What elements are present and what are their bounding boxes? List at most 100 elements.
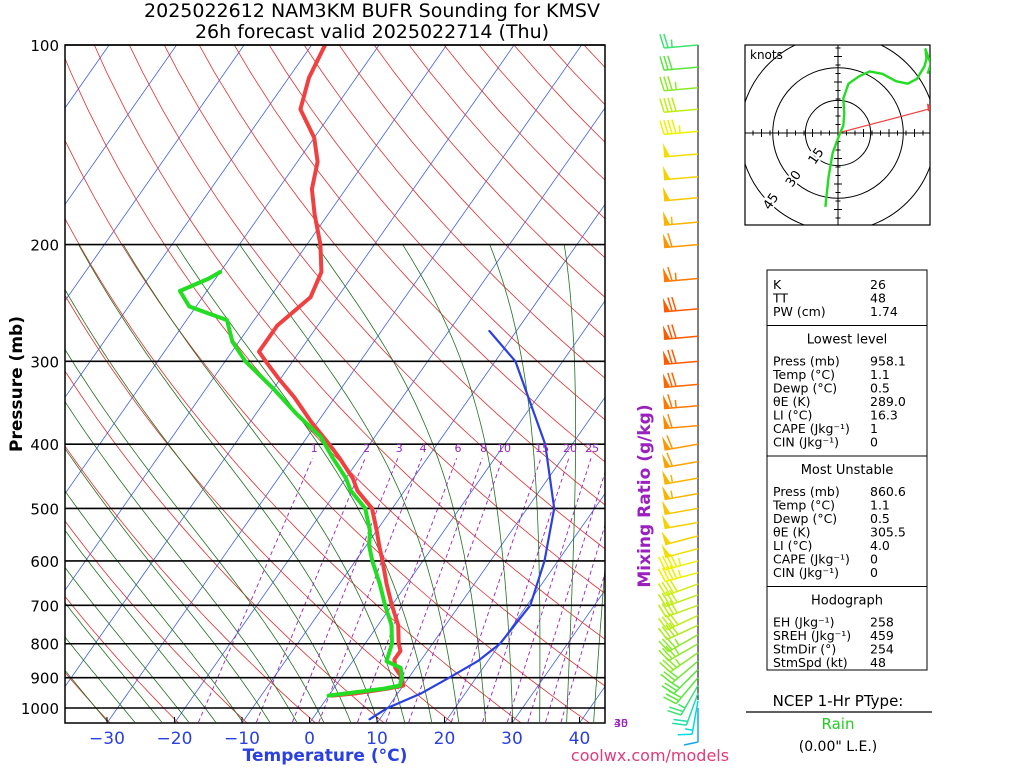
pressure-tick-label: 400 xyxy=(30,436,59,454)
moist-adiabat xyxy=(65,490,244,723)
lowest-level-row-value: 289.0 xyxy=(870,394,906,409)
moist-adiabat xyxy=(402,244,514,723)
wind-barb xyxy=(662,500,699,516)
moist-adiabat xyxy=(122,244,406,723)
most-unstable-row-value: 0 xyxy=(870,552,878,567)
pressure-tick-label: 900 xyxy=(30,670,59,688)
isotherm xyxy=(65,45,178,206)
temperature-tick-label: 0 xyxy=(304,729,315,749)
wind-barb xyxy=(662,394,699,410)
dry-adiabat xyxy=(65,370,385,723)
precipitable-water-value: 1.74 xyxy=(870,304,898,319)
hodograph-units-label: knots xyxy=(750,48,783,62)
mixing-ratio-line xyxy=(385,458,483,723)
most-unstable-row-label: CAPE (Jkg⁻¹) xyxy=(773,552,850,567)
most-unstable-row-value: 0.5 xyxy=(870,511,890,526)
pressure-tick-label: 700 xyxy=(30,597,59,615)
dry-adiabat xyxy=(65,595,180,723)
wind-barb xyxy=(662,485,699,501)
wind-barb xyxy=(659,651,699,673)
isotherm xyxy=(65,45,380,495)
wind-barb xyxy=(662,142,699,158)
wind-barb xyxy=(657,578,699,597)
wind-barb xyxy=(659,55,699,71)
most-unstable-row-label: θE (K) xyxy=(773,525,810,540)
hodograph-ring xyxy=(804,99,872,167)
mixing-ratio-axis-label: Mixing Ratio (g/kg) xyxy=(635,404,655,587)
moist-adiabat xyxy=(65,602,163,723)
lowest-level-row-label: Temp (°C) xyxy=(772,367,835,382)
wind-barb xyxy=(677,700,699,736)
hodograph-params-header: Hodograph xyxy=(811,594,883,609)
wind-barb xyxy=(672,692,699,726)
wind-barb xyxy=(662,296,699,313)
wind-barb xyxy=(657,622,699,641)
most-unstable-row-label: LI (°C) xyxy=(773,538,812,553)
total-totals-value: 48 xyxy=(870,291,886,306)
temperature-tick-label: 40 xyxy=(569,729,591,749)
mixing-ratio-label: 35 xyxy=(614,717,628,730)
total-totals-label: TT xyxy=(772,291,788,306)
storm-motion-arrowhead xyxy=(926,103,930,112)
dry-adiabat xyxy=(65,294,454,723)
isotherm xyxy=(65,45,515,688)
wind-barb xyxy=(662,232,699,249)
wind-barb xyxy=(662,266,699,283)
most-unstable-row-value: 4.0 xyxy=(870,538,890,553)
chart-title-line2: 26h forecast valid 2025022714 (Thu) xyxy=(195,21,549,43)
x-axis-label: Temperature (°C) xyxy=(243,746,408,766)
temperature-tick-label: −20 xyxy=(157,729,193,749)
ptype-title: NCEP 1-Hr PType: xyxy=(773,692,904,710)
moist-adiabat xyxy=(65,288,352,723)
mixing-ratio-label: 30 xyxy=(614,717,628,730)
wind-barb xyxy=(662,435,699,451)
most-unstable-header: Most Unstable xyxy=(801,463,894,478)
hodograph-params-row-value: 459 xyxy=(870,628,894,643)
dry-adiabat xyxy=(65,57,605,687)
moist-adiabat xyxy=(65,348,325,723)
wind-barb xyxy=(661,669,699,695)
wind-barb xyxy=(657,553,699,571)
isotherm xyxy=(511,589,605,723)
isotherm xyxy=(444,493,605,723)
mixing-ratio-line xyxy=(545,523,605,723)
mixing-ratio-line xyxy=(256,458,366,723)
most-unstable-row-value: 305.5 xyxy=(870,525,906,540)
wind-barb xyxy=(662,452,699,469)
wind-barb xyxy=(657,600,699,618)
moist-adiabat xyxy=(65,529,217,723)
precipitable-water-label: PW (cm) xyxy=(773,304,826,319)
sounding-profiles xyxy=(177,45,556,721)
x-axis-ticks: −30 −20 −10 0 10 20 30 40 xyxy=(89,717,590,749)
isotherm xyxy=(65,45,313,398)
mixing-ratio-label: 20 xyxy=(563,442,577,455)
lowest-level-row-label: Press (mb) xyxy=(773,354,840,369)
dry-adiabat xyxy=(93,45,605,640)
hodograph-params-row-value: 254 xyxy=(870,642,894,657)
lowest-level-header: Lowest level xyxy=(807,333,888,348)
mixing-ratio-lines xyxy=(198,458,605,723)
pressure-tick-label: 100 xyxy=(30,37,59,55)
temperature-tick-label: 30 xyxy=(501,729,523,749)
lowest-level-row-label: CAPE (Jkg⁻¹) xyxy=(773,421,850,436)
moist-adiabat xyxy=(563,244,576,722)
mixing-ratio-label: 40 xyxy=(614,717,628,730)
wind-barb xyxy=(662,372,699,389)
isotherm xyxy=(65,45,245,302)
moist-adiabat xyxy=(239,244,460,723)
mixing-ratio-line xyxy=(482,458,570,723)
lowest-level-row-value: 0.5 xyxy=(870,381,890,396)
hodograph-params-row-value: 258 xyxy=(870,615,894,630)
hodograph-params-row-label: StmSpd (kt) xyxy=(773,655,848,670)
mixing-ratio-line xyxy=(506,458,592,723)
wind-barb xyxy=(659,33,699,49)
wind-barb xyxy=(657,589,699,608)
dry-adiabat xyxy=(268,45,605,421)
ptype-amount: (0.00" L.E.) xyxy=(799,739,878,755)
wind-barb xyxy=(657,565,699,583)
mixing-ratio-label: 1 xyxy=(311,442,318,455)
isotherm xyxy=(241,203,605,723)
lowest-level-row-label: Dewp (°C) xyxy=(773,381,837,396)
lowest-level-row-label: θE (K) xyxy=(773,394,810,409)
